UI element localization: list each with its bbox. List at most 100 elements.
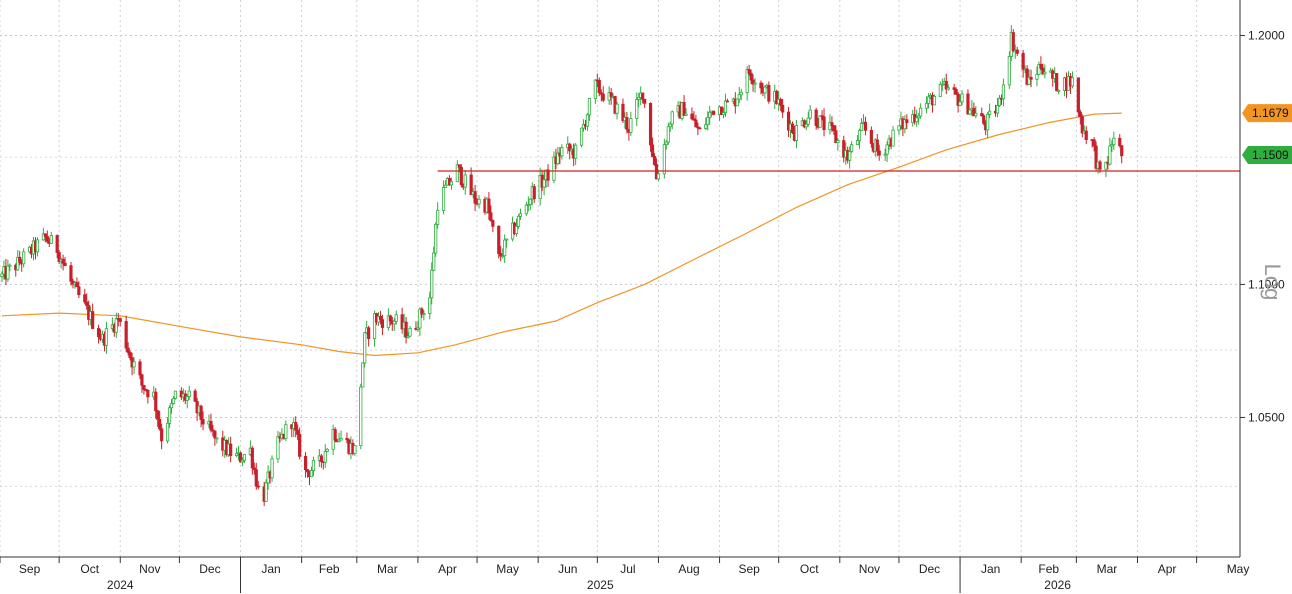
candle-body-up <box>808 109 812 119</box>
candle-body-down <box>1029 76 1033 80</box>
candle-body-down <box>802 120 806 128</box>
candle-body-up <box>240 459 245 463</box>
candle-body-up <box>185 396 189 401</box>
candle-body-up <box>416 327 420 330</box>
candle-body-up <box>1110 144 1114 147</box>
candle-body-down <box>786 111 791 131</box>
candle-body-down <box>160 428 164 442</box>
candle-body-down <box>128 351 132 358</box>
candle-body-down <box>751 79 755 85</box>
candle-body-up <box>593 79 597 100</box>
candle-body-up <box>284 424 288 439</box>
candle-body-down <box>1118 137 1122 147</box>
candle-body-up <box>449 181 454 186</box>
candle-body-up <box>855 140 860 146</box>
candle-body-up <box>903 119 907 130</box>
candle-body-down <box>57 252 61 262</box>
candle-body-down <box>719 106 724 115</box>
candle-body-up <box>165 422 170 442</box>
candle-body-up <box>524 204 528 215</box>
candle-body-up <box>753 82 757 85</box>
candle-body-down <box>144 389 148 391</box>
candle-body-down <box>863 121 868 131</box>
candles <box>0 25 1124 507</box>
candle-body-down <box>546 169 550 181</box>
month-label: Oct <box>80 562 99 576</box>
candle-body-down <box>140 374 144 386</box>
month-label: Feb <box>319 562 340 576</box>
candle-body-up <box>1027 76 1031 85</box>
candle-body-up <box>443 184 448 188</box>
price-tag-label: 1.1509 <box>1252 148 1289 162</box>
candle-body-up <box>818 115 822 128</box>
candle-body-down <box>96 328 101 338</box>
candle-body-up <box>41 233 45 241</box>
candle-body-down <box>154 391 158 412</box>
candle-body-down <box>834 130 838 143</box>
candle-body-down <box>303 455 308 470</box>
candle-body-up <box>656 173 661 180</box>
candle-body-down <box>652 156 657 165</box>
candle-body-down <box>1078 111 1082 117</box>
month-label: Apr <box>1158 562 1177 576</box>
candle-body-down <box>759 82 763 89</box>
candle-body-up <box>1007 56 1011 86</box>
candle-body-down <box>1021 52 1025 70</box>
candle-body-up <box>735 98 739 107</box>
candle-body-down <box>822 116 826 131</box>
candle-body-up <box>1112 137 1116 146</box>
candle-body-down <box>146 390 150 398</box>
candle-body-down <box>489 212 493 221</box>
month-label: Jan <box>981 562 1000 576</box>
candle-body-up <box>323 451 327 463</box>
candle-body-up <box>995 105 1000 114</box>
candle-body-up <box>363 332 367 364</box>
candle-body-down <box>491 220 495 227</box>
candle-body-down <box>696 126 700 129</box>
candle-body-up <box>173 390 178 399</box>
candle-body-up <box>940 83 944 86</box>
candle-body-up <box>924 102 929 109</box>
candle-body-down <box>63 262 67 267</box>
candle-body-up <box>276 436 280 460</box>
candle-body-down <box>404 321 408 338</box>
candle-body-down <box>1080 116 1084 134</box>
grid-lines <box>0 0 1240 557</box>
candle-body-down <box>55 235 59 253</box>
candle-body-down <box>682 102 686 116</box>
month-label: Nov <box>139 562 160 576</box>
candle-body-down <box>1011 32 1015 52</box>
candle-body-up <box>434 224 438 254</box>
candle-body-up <box>1043 71 1047 75</box>
candle-body-up <box>104 328 109 346</box>
candle-body-down <box>91 311 95 329</box>
candle-body-down <box>532 186 536 199</box>
candle-body-up <box>167 407 172 424</box>
candle-body-down <box>345 437 349 441</box>
candle-body-down <box>1084 130 1088 141</box>
candle-body-up <box>668 123 672 128</box>
month-label: May <box>1227 562 1250 576</box>
month-label: May <box>496 562 519 576</box>
candle-body-up <box>804 123 808 128</box>
candle-body-down <box>692 118 696 121</box>
candle-body-up <box>528 198 532 205</box>
candle-body-up <box>988 110 992 115</box>
candle-body-up <box>114 318 118 333</box>
candle-body-down <box>18 256 22 263</box>
candle-body-down <box>568 143 572 152</box>
candle-body-down <box>1076 77 1080 113</box>
candle-body-down <box>1120 145 1124 157</box>
candle-body-up <box>1037 64 1041 75</box>
candle-body-up <box>1035 73 1039 80</box>
candle-body-up <box>885 144 889 155</box>
candle-body-down <box>469 174 473 195</box>
candle-body-down <box>457 164 461 168</box>
candle-body-down <box>201 419 205 425</box>
candle-body-down <box>193 390 197 402</box>
month-label: Sep <box>19 562 41 576</box>
candle-body-down <box>126 347 130 353</box>
candle-body-up <box>394 314 398 322</box>
candle-body-down <box>209 420 213 431</box>
candle-body-up <box>859 123 864 131</box>
